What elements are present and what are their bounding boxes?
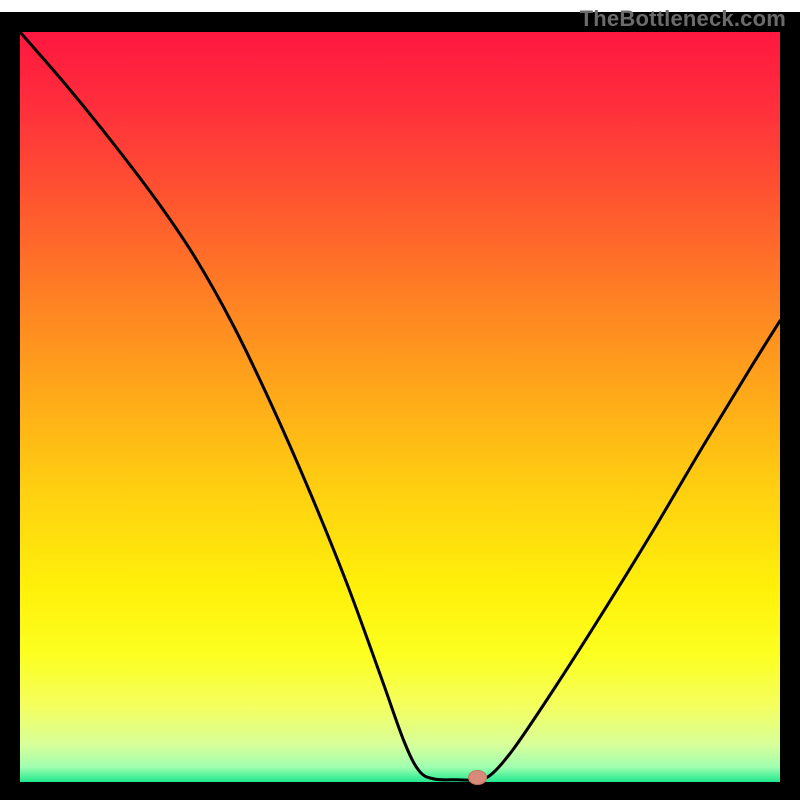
watermark-label: TheBottleneck.com	[580, 6, 786, 32]
bottleneck-chart	[0, 0, 800, 800]
optimal-point-marker	[469, 771, 487, 785]
chart-plot-area	[20, 32, 780, 782]
chart-container: TheBottleneck.com	[0, 0, 800, 800]
